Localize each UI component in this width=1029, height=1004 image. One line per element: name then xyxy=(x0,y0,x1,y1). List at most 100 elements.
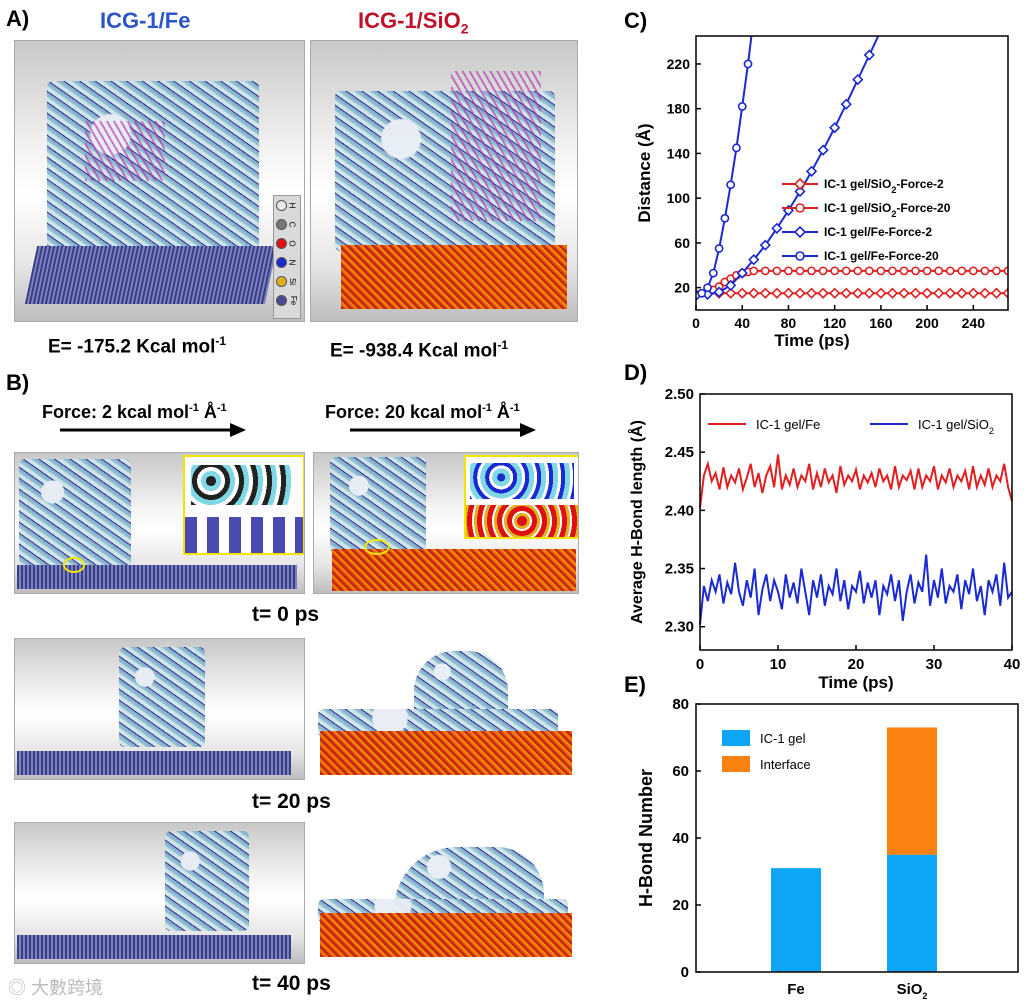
legend-marker xyxy=(795,251,805,261)
data-point xyxy=(968,266,978,276)
data-point xyxy=(880,36,881,37)
data-point xyxy=(888,266,897,276)
data-point xyxy=(886,287,899,299)
contact-highlight xyxy=(63,557,85,573)
data-point xyxy=(830,266,840,276)
y-tick-label: 2.40 xyxy=(665,502,694,519)
data-point xyxy=(921,287,933,299)
x-tick-label: 30 xyxy=(926,656,943,673)
data-point xyxy=(992,266,1001,276)
series-3 xyxy=(697,36,753,298)
polymer-chain xyxy=(85,121,165,181)
atom-dot-icon xyxy=(276,295,287,306)
atom-legend-item: Fe xyxy=(274,291,300,310)
sio2-slab xyxy=(320,913,572,957)
data-point xyxy=(760,266,770,276)
data-point xyxy=(944,287,956,299)
data-point xyxy=(863,287,875,299)
data-point xyxy=(697,288,707,298)
data-point xyxy=(863,49,875,61)
data-point xyxy=(840,287,852,299)
legend-marker xyxy=(793,177,807,191)
panel-c-label: C) xyxy=(624,8,648,33)
x-tick-label: 40 xyxy=(1004,656,1021,673)
x-tick-label: 10 xyxy=(770,656,787,673)
sio2-slab xyxy=(341,245,567,309)
plot-frame xyxy=(699,393,1013,651)
time-label-40: t= 40 ps xyxy=(252,972,331,995)
legend-label: IC-1 gel/SiO2-Force-20 xyxy=(824,201,951,219)
contact-highlight xyxy=(364,539,390,555)
data-point xyxy=(911,266,920,276)
y-axis-label: H-Bond Number xyxy=(636,769,656,907)
x-axis-label: Time (ps) xyxy=(774,331,849,350)
series-1 xyxy=(696,266,1008,299)
data-point xyxy=(1002,287,1008,299)
atom-legend-item: O xyxy=(274,234,300,253)
fe-slab xyxy=(17,565,297,589)
x-tick-label: 20 xyxy=(848,656,865,673)
data-point xyxy=(714,244,724,253)
legend-label: IC-1 gel/Fe-Force-2 xyxy=(824,225,932,239)
legend-swatch xyxy=(722,756,750,772)
data-point xyxy=(743,59,753,69)
legend-label: IC-1 gel/Fe-Force-20 xyxy=(824,249,939,263)
atom-legend-label: N xyxy=(287,259,297,266)
time-label-20: t= 20 ps xyxy=(252,790,331,813)
legend-marker xyxy=(793,225,807,239)
data-point xyxy=(990,287,1003,299)
atom-dot-icon xyxy=(276,219,287,230)
data-point xyxy=(720,213,730,223)
atom-legend-item: H xyxy=(274,196,300,215)
data-point xyxy=(771,222,783,234)
atom-legend-label: Si xyxy=(288,277,298,286)
data-point xyxy=(794,185,806,198)
hbond-number-chart: Fe SiO2 0 20 40 60 80 H-Bond Number IC-1 gel Inte… xyxy=(636,696,1019,1001)
y-tick-label: 140 xyxy=(667,145,691,161)
y-tick-label: 220 xyxy=(667,56,691,72)
data-point xyxy=(771,287,783,299)
sio2-snapshot-t40 xyxy=(313,822,579,964)
sio2-slab xyxy=(320,731,572,775)
y-tick-label: 60 xyxy=(674,235,690,251)
series-0 xyxy=(696,287,1008,300)
data-point xyxy=(853,266,863,276)
zoom-inset xyxy=(464,455,578,539)
legend-label: IC-1 gel/SiO2 xyxy=(918,417,994,436)
legend-label: IC-1 gel/SiO2-Force-2 xyxy=(824,177,944,195)
x-tick-label: 160 xyxy=(869,315,893,331)
force-right-label: Force: 20 kcal mol-1 Å-1 xyxy=(325,402,520,422)
atom-legend-label: H xyxy=(287,202,297,209)
data-point xyxy=(864,266,874,276)
zoom-inset xyxy=(183,455,304,555)
fe-interface-snapshot: H C O N Si Fe xyxy=(14,40,305,322)
data-point xyxy=(805,287,818,299)
x-axis-label: Time (ps) xyxy=(818,673,893,692)
arrow-head-icon xyxy=(520,423,536,437)
data-point xyxy=(922,266,932,276)
fe-snapshot-t20 xyxy=(14,638,305,780)
data-point xyxy=(956,287,968,299)
data-point xyxy=(817,287,829,299)
y-tick-label: 2.45 xyxy=(665,444,694,461)
y-tick-label: 80 xyxy=(672,696,689,713)
data-point xyxy=(737,102,747,111)
data-point xyxy=(795,266,805,276)
data-point xyxy=(732,143,741,153)
sio2-energy: E= -938.4 Kcal mol-1 xyxy=(330,338,509,362)
data-point xyxy=(909,287,922,299)
data-point xyxy=(748,287,760,299)
atom-dot-icon xyxy=(276,238,287,249)
fe-slab xyxy=(24,246,278,304)
data-point xyxy=(708,268,718,278)
atom-legend-label: O xyxy=(287,240,297,247)
data-point xyxy=(852,287,864,299)
y-tick-label: 180 xyxy=(667,101,691,117)
x-tick-label: 200 xyxy=(915,315,939,331)
y-tick-label: 60 xyxy=(672,763,689,780)
fe-slab xyxy=(17,751,291,775)
atom-dot-icon xyxy=(276,257,287,268)
legend-label: IC-1 gel xyxy=(760,731,806,746)
panel-a-right-title: ICG-1/SiO2 xyxy=(358,8,469,37)
panel-b-label: B) xyxy=(6,370,30,395)
